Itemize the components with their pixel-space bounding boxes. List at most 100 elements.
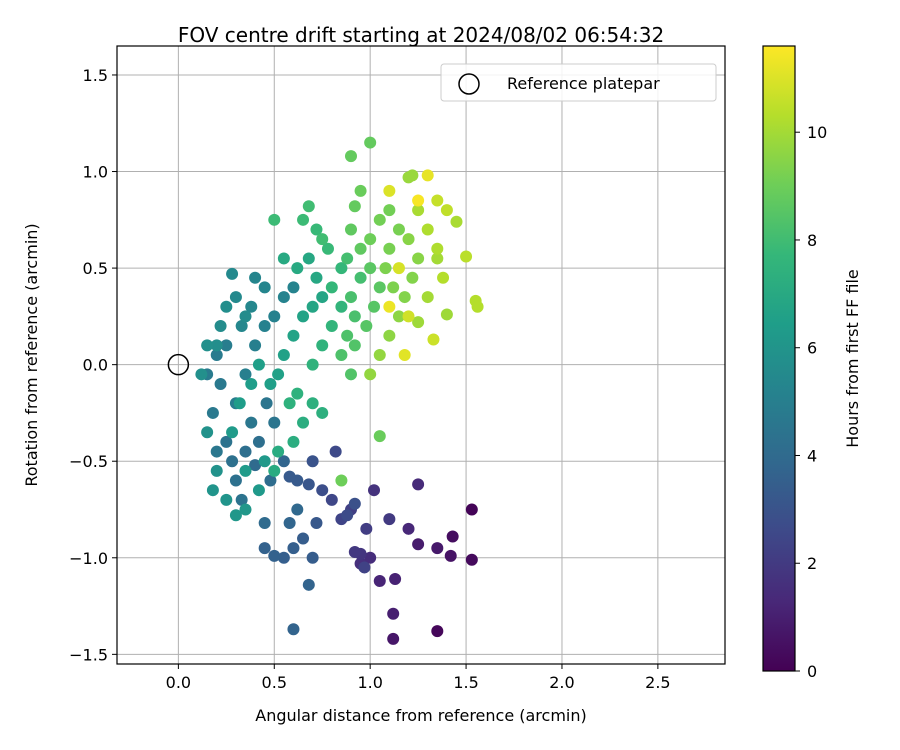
data-point bbox=[431, 542, 444, 555]
colorbar-label: Hours from first FF file bbox=[843, 269, 862, 448]
data-point bbox=[335, 262, 348, 275]
y-tick-label: −1.0 bbox=[69, 549, 108, 568]
data-point bbox=[277, 291, 290, 304]
data-point bbox=[201, 339, 214, 352]
data-point bbox=[344, 368, 357, 381]
data-point bbox=[287, 542, 300, 555]
data-point bbox=[210, 349, 223, 361]
data-point bbox=[316, 339, 329, 352]
data-point bbox=[437, 271, 450, 284]
data-point bbox=[226, 426, 239, 439]
data-point bbox=[348, 310, 361, 323]
data-point bbox=[268, 416, 281, 429]
data-point bbox=[427, 333, 440, 346]
legend-label: Reference platepar bbox=[507, 74, 660, 93]
data-point bbox=[368, 300, 381, 313]
data-point bbox=[392, 310, 405, 323]
data-point bbox=[302, 478, 315, 491]
data-point bbox=[412, 204, 425, 217]
data-point bbox=[252, 358, 265, 371]
data-points bbox=[195, 136, 484, 645]
data-point bbox=[287, 329, 300, 342]
data-point bbox=[383, 513, 396, 526]
data-point bbox=[460, 250, 473, 263]
data-point bbox=[268, 464, 281, 477]
data-point bbox=[348, 497, 361, 510]
data-point bbox=[341, 329, 354, 342]
data-point bbox=[239, 445, 252, 458]
data-point bbox=[364, 136, 377, 149]
data-point bbox=[392, 223, 405, 236]
data-point bbox=[277, 252, 290, 265]
data-point bbox=[431, 625, 444, 638]
legend-box bbox=[440, 63, 717, 102]
data-point bbox=[387, 281, 400, 294]
data-point bbox=[210, 445, 223, 458]
data-point bbox=[277, 349, 290, 361]
data-point bbox=[260, 397, 273, 410]
data-point bbox=[306, 300, 319, 313]
data-point bbox=[226, 267, 239, 280]
data-point bbox=[302, 200, 315, 213]
x-tick-label: 0.0 bbox=[166, 673, 191, 692]
data-point bbox=[235, 493, 248, 506]
data-point bbox=[229, 509, 242, 522]
data-point bbox=[206, 406, 219, 419]
data-point bbox=[421, 169, 434, 182]
data-point bbox=[287, 623, 300, 636]
data-point bbox=[264, 474, 277, 487]
data-point bbox=[383, 329, 396, 342]
data-point bbox=[306, 455, 319, 468]
data-point bbox=[440, 204, 453, 217]
data-point bbox=[335, 474, 348, 487]
data-point bbox=[364, 368, 377, 381]
data-point bbox=[325, 281, 338, 294]
y-axis-label: Rotation from reference (arcmin) bbox=[22, 223, 41, 486]
data-point bbox=[210, 464, 223, 477]
data-point bbox=[364, 262, 377, 275]
data-point bbox=[465, 503, 478, 516]
colorbar-tick-label: 4 bbox=[807, 446, 817, 465]
data-point bbox=[402, 233, 415, 246]
data-point bbox=[249, 339, 262, 352]
data-point bbox=[373, 574, 386, 587]
data-point bbox=[239, 503, 252, 516]
data-point bbox=[277, 455, 290, 468]
data-point bbox=[348, 545, 361, 558]
data-point bbox=[373, 213, 386, 226]
data-point bbox=[258, 281, 271, 294]
data-point bbox=[283, 517, 296, 530]
data-point bbox=[360, 320, 373, 333]
data-point bbox=[412, 252, 425, 265]
data-point bbox=[412, 478, 425, 491]
data-point bbox=[387, 632, 400, 645]
x-axis-label: Angular distance from reference (arcmin) bbox=[255, 706, 586, 725]
data-point bbox=[283, 470, 296, 483]
data-point bbox=[264, 377, 277, 390]
data-point bbox=[402, 522, 415, 535]
data-point bbox=[373, 349, 386, 361]
data-point bbox=[297, 213, 310, 226]
data-point bbox=[383, 242, 396, 255]
data-point bbox=[316, 233, 329, 246]
data-point bbox=[368, 484, 381, 497]
data-point bbox=[220, 300, 233, 313]
data-point bbox=[226, 455, 239, 468]
reference-marker bbox=[167, 353, 190, 376]
data-point bbox=[302, 578, 315, 591]
data-point bbox=[383, 204, 396, 217]
data-point bbox=[392, 262, 405, 275]
data-point bbox=[245, 300, 258, 313]
data-point bbox=[249, 459, 262, 472]
data-point bbox=[329, 445, 342, 458]
data-point bbox=[431, 252, 444, 265]
data-point bbox=[302, 252, 315, 265]
data-point bbox=[268, 549, 281, 562]
data-point bbox=[277, 551, 290, 564]
data-point bbox=[421, 291, 434, 304]
data-point bbox=[258, 542, 271, 555]
data-point bbox=[431, 194, 444, 207]
data-point bbox=[258, 517, 271, 530]
data-point bbox=[450, 215, 463, 228]
data-point bbox=[297, 532, 310, 545]
